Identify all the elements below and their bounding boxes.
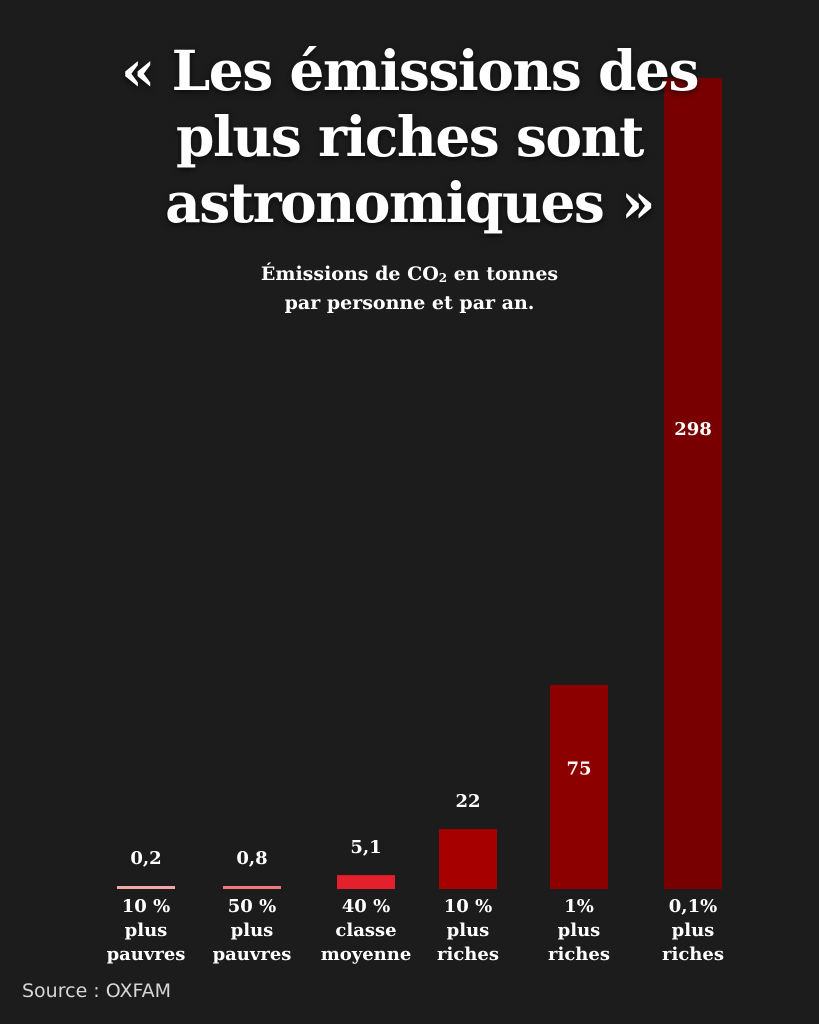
value-label: 22 [455,791,480,812]
category-label: riches [662,944,724,965]
chart-subtitle: Émissions de CO2 en tonnes par personne … [0,262,819,316]
category-label: pauvres [213,944,292,965]
bar [664,78,722,889]
category-label: riches [437,944,499,965]
bar [337,875,395,889]
value-label: 75 [566,759,591,780]
value-label: 0,8 [236,848,267,869]
title-line: astronomiques » [165,170,655,235]
title-line: plus riches sont [176,104,644,169]
bar [223,886,281,889]
value-label: 0,2 [130,848,161,869]
category-label: pauvres [107,944,186,965]
category-label: plus [558,920,601,941]
category-label: plus [447,920,490,941]
category-label: 1% [564,896,594,917]
category-label: moyenne [321,944,412,965]
category-label: classe [335,920,396,941]
category-label: 40 % [342,896,390,917]
source-note: Source : OXFAM [22,980,172,1002]
chart-title: « Les émissions des plus riches sont ast… [0,38,819,236]
category-label: plus [125,920,168,941]
category-label: 0,1% [669,896,717,917]
bar [439,829,497,889]
title-line: « Les émissions des [121,38,699,103]
category-label: 10 % [122,896,170,917]
subtitle-text: Émissions de CO [260,263,439,285]
category-label: plus [672,920,715,941]
category-label: 50 % [228,896,276,917]
category-label: 10 % [444,896,492,917]
subtitle-text: en tonnes [447,263,559,285]
subtitle-line-1: Émissions de CO2 en tonnes [0,262,819,291]
subtitle-subscript: 2 [438,271,448,285]
category-label: plus [231,920,274,941]
value-label: 298 [674,419,712,440]
bar [550,684,608,889]
bar [117,886,175,889]
subtitle-line-2: par personne et par an. [284,292,535,314]
category-label: riches [548,944,610,965]
value-label: 5,1 [350,837,381,858]
